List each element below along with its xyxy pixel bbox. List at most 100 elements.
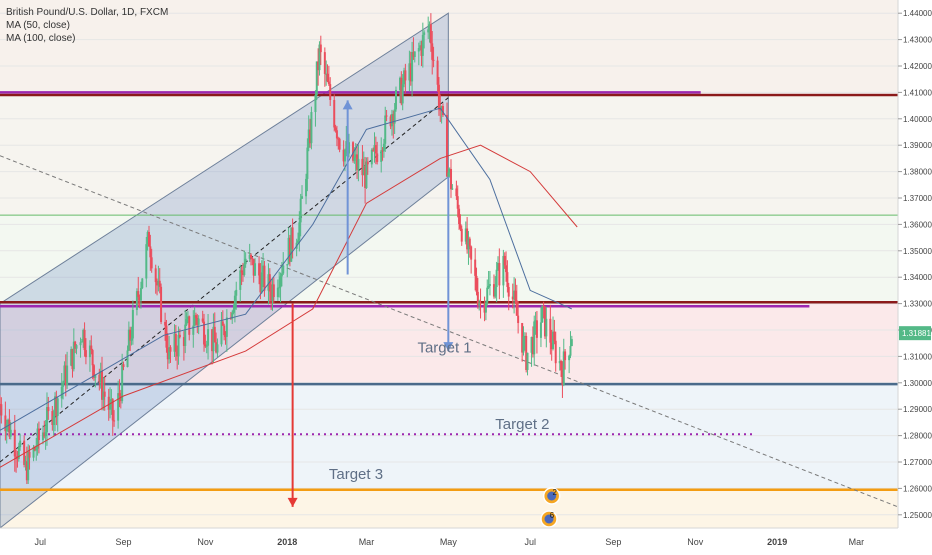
candle-down (84, 350, 87, 358)
candle-down (521, 323, 524, 353)
candle-up (305, 178, 308, 197)
candle-down (553, 331, 556, 341)
candle-up (235, 289, 238, 296)
candle-down (503, 255, 506, 266)
candle-down (223, 325, 226, 336)
candle-down (549, 318, 552, 343)
candle-up (186, 316, 189, 320)
candle-down (98, 374, 101, 382)
candle-down (263, 265, 266, 291)
candle-up (225, 317, 228, 337)
candle-down (224, 335, 227, 337)
candle-up (487, 285, 490, 288)
candle-up (494, 287, 497, 297)
x-tick-label: Nov (687, 537, 704, 547)
candle-up (384, 115, 387, 144)
x-tick-label: 2019 (767, 537, 787, 547)
candle-up (403, 70, 406, 85)
candle-down (560, 361, 563, 371)
candle-down (327, 81, 330, 85)
x-tick-label: Sep (115, 537, 131, 547)
candle-down (476, 291, 479, 306)
candle-down (517, 315, 520, 324)
candle-down (8, 419, 11, 437)
candle-up (63, 365, 66, 383)
candle-down (16, 457, 19, 459)
candle-up (325, 73, 328, 75)
candle-up (539, 322, 542, 338)
candle-down (165, 325, 168, 348)
event-badge-6-count: 6 (550, 511, 555, 520)
candle-up (382, 143, 385, 151)
candle-up (276, 287, 279, 298)
candle-up (315, 61, 318, 96)
symbol-title[interactable]: British Pound/U.S. Dollar, 1D, FXCM (6, 7, 169, 18)
candle-up (526, 352, 529, 370)
candle-up (131, 309, 134, 339)
candle-up (408, 63, 411, 81)
candle-down (309, 129, 312, 144)
candle-down (33, 447, 36, 451)
candle-up (464, 228, 467, 242)
candle-down (459, 224, 462, 229)
y-tick-label: 1.28000 (903, 432, 932, 441)
candle-down (511, 296, 514, 300)
candle-down (103, 391, 106, 397)
event-badge-6-flag-icon (544, 514, 554, 524)
time-axis-bg (0, 528, 932, 550)
x-tick-label: May (440, 537, 458, 547)
candle-up (357, 158, 360, 170)
candle-down (436, 60, 439, 85)
candle-up (286, 264, 289, 266)
candle-down (456, 196, 459, 209)
candle-down (149, 246, 152, 258)
candle-up (99, 371, 102, 382)
candle-down (376, 153, 379, 162)
candle-up (390, 114, 393, 127)
ma100-legend[interactable]: MA (100, close) (6, 33, 76, 44)
candle-down (333, 99, 336, 128)
blue-arrow-down-head (443, 342, 454, 352)
candle-down (259, 275, 262, 293)
candle-down (535, 320, 538, 338)
candle-up (117, 393, 120, 421)
candle-down (4, 415, 7, 432)
candle-up (279, 276, 282, 288)
candle-down (475, 275, 478, 292)
candle-up (478, 302, 481, 306)
chart-legend: British Pound/U.S. Dollar, 1D, FXCM MA (… (6, 6, 168, 45)
candle-down (107, 396, 110, 410)
candle-down (404, 70, 407, 81)
candle-down (432, 59, 435, 61)
candle-down (0, 404, 3, 416)
price-badge-text: 1.31881 (902, 329, 931, 338)
candle-down (194, 315, 197, 318)
y-tick-label: 1.42000 (903, 62, 932, 71)
candle-down (531, 336, 534, 355)
candle-up (298, 222, 301, 241)
candle-up (248, 254, 251, 259)
candle-up (307, 129, 310, 148)
candle-down (15, 456, 18, 458)
candle-down (466, 228, 469, 250)
y-tick-label: 1.30000 (903, 379, 932, 388)
ma50-legend[interactable]: MA (50, close) (6, 20, 70, 31)
candle-up (157, 280, 160, 286)
candle-down (211, 329, 214, 352)
candle-up (306, 147, 309, 179)
candle-up (513, 290, 516, 300)
candle-up (354, 154, 357, 158)
candle-up (17, 447, 20, 459)
candle-up (486, 287, 489, 303)
candle-up (280, 273, 283, 277)
candle-down (554, 340, 557, 364)
candle-up (314, 95, 317, 113)
candle-down (450, 168, 453, 190)
y-tick-label: 1.26000 (903, 484, 932, 493)
candle-up (495, 269, 498, 288)
candle-down (51, 411, 54, 425)
y-tick-label: 1.36000 (903, 220, 932, 229)
candle-down (326, 73, 329, 82)
candle-up (365, 161, 368, 189)
